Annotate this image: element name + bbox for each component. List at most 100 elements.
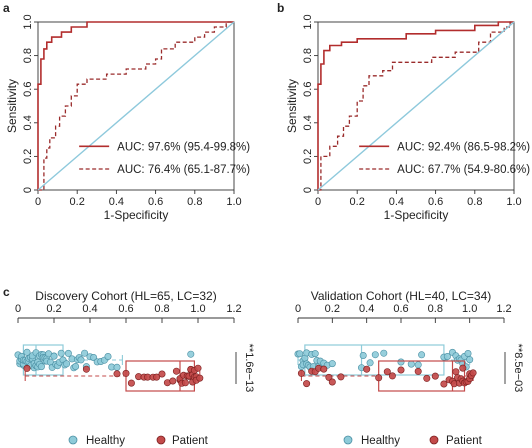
patient-point: [388, 372, 396, 380]
patient-point: [153, 373, 161, 381]
healthy-point: [81, 349, 89, 357]
significance-label: **8.5e−03: [512, 344, 524, 393]
patient-point: [297, 369, 305, 377]
y-tick-label: 0.6: [302, 82, 314, 97]
roc-curve-solid: [317, 21, 514, 190]
x-tick-label: 0.8: [187, 196, 202, 208]
legend-healthy-marker: [68, 435, 78, 445]
significance-label: **1.6e−13: [243, 344, 255, 393]
patient-point: [423, 374, 431, 382]
roc-curve-diagonal: [317, 21, 515, 191]
patient-point: [82, 365, 90, 373]
healthy-point: [418, 351, 426, 359]
boxplot-discovery: Discovery Cohort (HL=65, LC=32) 0 0.2 0.4 0.…: [14, 289, 255, 393]
x-axis-label: 1-Specificity: [104, 208, 169, 222]
patient-point: [113, 370, 121, 378]
y-tick-label: 0.8: [22, 48, 34, 63]
x-tick-label: 0.8: [428, 303, 443, 315]
y-tick-label: 0.4: [302, 115, 314, 130]
healthy-point: [407, 360, 415, 368]
x-tick-label: 0: [295, 303, 301, 315]
legend-label-solid: AUC: 92.4% (86.5-98.2%): [397, 141, 530, 153]
x-tick-label: 0.4: [389, 196, 404, 208]
x-tick-label: 0.4: [359, 303, 374, 315]
healthy-point: [37, 363, 45, 371]
legend-healthy-label-2: Healthy: [361, 435, 400, 447]
x-tick-label: 0.4: [82, 303, 97, 315]
x-tick-label: 1.2: [226, 303, 241, 315]
roc-curve-solid: [37, 21, 234, 190]
patient-point: [431, 372, 439, 380]
legend-c: Healthy Patient Healthy Patient: [68, 435, 483, 447]
legend-patient-label-2: Patient: [446, 435, 483, 447]
healthy-point: [311, 350, 319, 358]
x-tick-label: 1.0: [506, 196, 521, 208]
legend-healthy-marker-2: [343, 435, 353, 445]
patient-point: [181, 379, 189, 387]
x-tick-label: 1.2: [496, 303, 511, 315]
healthy-point: [104, 352, 112, 360]
boxplot-validation: Validation Cohort (HL=40, LC=34) 0 0.2 0.4 0…: [294, 289, 524, 393]
legend-patient-marker: [156, 435, 166, 445]
y-tick-label: 0.8: [302, 48, 314, 63]
x-tick-label: 1.0: [226, 196, 241, 208]
panel-title: Validation Cohort (HL=40, LC=34): [311, 289, 492, 303]
healthy-point: [63, 360, 71, 368]
patient-point: [122, 369, 130, 377]
healthy-point: [328, 360, 336, 368]
x-tick-label: 0.6: [118, 303, 133, 315]
healthy-point: [50, 352, 58, 360]
healthy-point: [64, 349, 72, 357]
patient-point: [337, 373, 345, 381]
healthy-point: [366, 359, 374, 367]
y-tick-label: 0.2: [302, 149, 314, 164]
panel-label-c: c: [3, 285, 10, 299]
y-tick-label: 1.0: [302, 14, 314, 29]
x-tick-label: 1.0: [462, 303, 477, 315]
healthy-point: [57, 349, 65, 357]
patient-point: [196, 374, 204, 382]
x-tick-label: 0: [15, 303, 21, 315]
roc-curve-diagonal: [37, 21, 235, 191]
healthy-point: [296, 350, 304, 358]
x-tick-label: 0.2: [325, 303, 340, 315]
x-tick-label: 0.2: [46, 303, 61, 315]
y-axis-label: Sensitivity: [5, 79, 19, 133]
x-tick-label: 0.2: [70, 196, 85, 208]
legend-label-solid: AUC: 97.6% (95.4-99.8%): [117, 141, 250, 153]
x-tick-label: 0.4: [109, 196, 124, 208]
healthy-point: [187, 350, 195, 358]
legend-label-dashed: AUC: 67.7% (54.9-80.6%): [397, 164, 530, 176]
patient-point: [440, 380, 448, 388]
x-tick-label: 0.2: [350, 196, 365, 208]
x-tick-label: 0.8: [154, 303, 169, 315]
y-axis-label: Sensitivity: [285, 79, 299, 133]
x-tick-label: 0.6: [393, 303, 408, 315]
x-tick-label: 0.6: [148, 196, 163, 208]
panel-label-a: a: [3, 1, 10, 15]
patient-point: [303, 380, 311, 388]
x-tick-label: 0: [35, 196, 41, 208]
roc-curve-dashed: [38, 21, 234, 191]
patient-point: [172, 367, 180, 375]
x-tick-label: 0: [315, 196, 321, 208]
x-tick-label: 1.0: [190, 303, 205, 315]
patient-point: [328, 378, 336, 386]
y-tick-label: 0.2: [22, 149, 34, 164]
patient-point: [320, 365, 328, 373]
y-tick-label: 0.4: [22, 115, 34, 130]
roc-chart-a: 0 0.2 0.4 0.6 0.8 1.0 0 0.2 0.4 0.6 0.8 1.0 1-Specif…: [5, 14, 250, 222]
patient-point: [158, 370, 166, 378]
healthy-point: [359, 351, 367, 359]
healthy-point: [414, 361, 422, 369]
patient-point: [23, 364, 31, 372]
patient-point: [414, 367, 422, 375]
healthy-point: [464, 349, 472, 357]
panel-label-b: b: [277, 1, 284, 15]
x-tick-label: 0.6: [428, 196, 443, 208]
panel-title: Discovery Cohort (HL=65, LC=32): [35, 289, 216, 303]
y-tick-label: 0: [302, 187, 314, 193]
roc-chart-b: 0 0.2 0.4 0.6 0.8 1.0 0 0.2 0.4 0.6 0.8 1.0 1-Specif…: [285, 14, 530, 222]
y-tick-label: 0.6: [22, 82, 34, 97]
